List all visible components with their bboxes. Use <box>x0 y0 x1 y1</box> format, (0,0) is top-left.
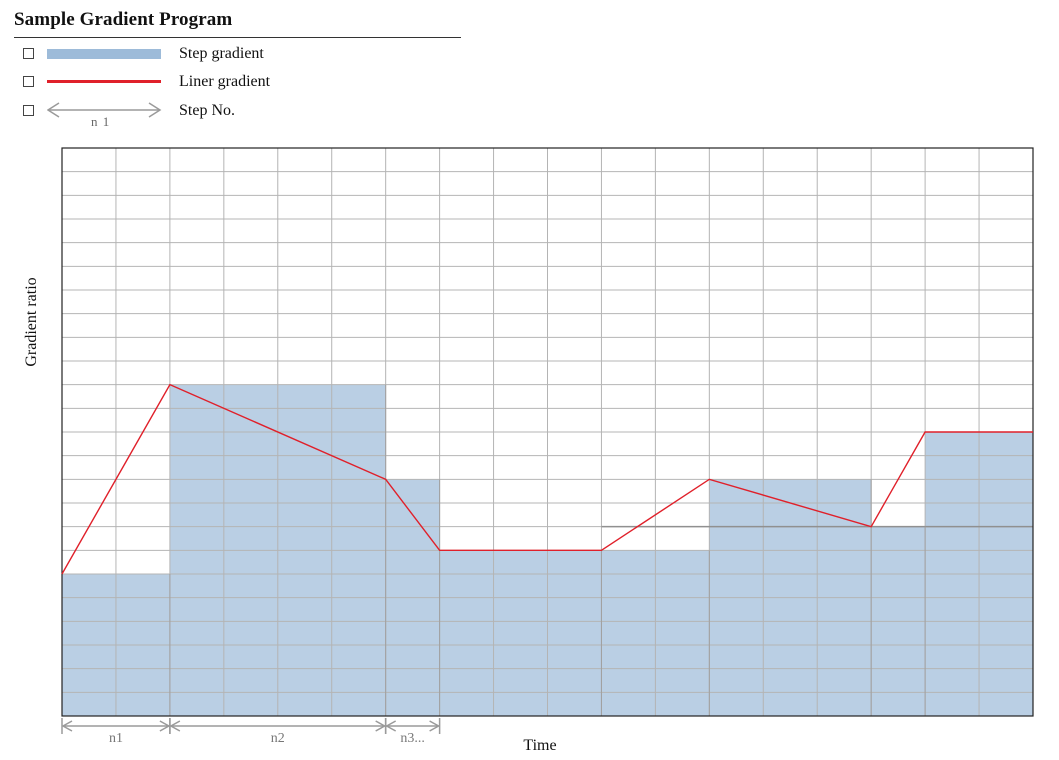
step-number-label-2: n2 <box>271 731 285 746</box>
arrowhead-left <box>385 720 397 732</box>
step-no-label: Step No. <box>179 102 235 119</box>
arrowhead-right <box>159 720 171 732</box>
linear-gradient-swatch <box>47 80 161 83</box>
arrowhead-right <box>429 720 441 732</box>
title-divider <box>14 37 461 38</box>
step-gradient-checkbox[interactable] <box>23 48 34 59</box>
step-bar-4 <box>439 550 602 716</box>
arrowhead-left <box>169 720 181 732</box>
page-title: Sample Gradient Program <box>14 9 233 30</box>
step-gradient-swatch <box>47 49 161 59</box>
linear-gradient-label: Liner gradient <box>179 73 271 90</box>
arrowhead-right <box>375 720 387 732</box>
step-number-label-1: n1 <box>109 731 123 746</box>
x-axis-label: Time <box>523 737 557 754</box>
linear-gradient-line <box>61 383 1033 575</box>
step-no-arrow-text: n 1 <box>91 114 111 129</box>
step-gradient-label: Step gradient <box>179 45 264 62</box>
linear-gradient-checkbox[interactable] <box>23 76 34 87</box>
arrowhead-left <box>61 720 73 732</box>
step-no-checkbox[interactable] <box>23 105 34 116</box>
double-arrow-icon <box>47 102 162 118</box>
step-number-label-3: n3... <box>400 731 425 746</box>
